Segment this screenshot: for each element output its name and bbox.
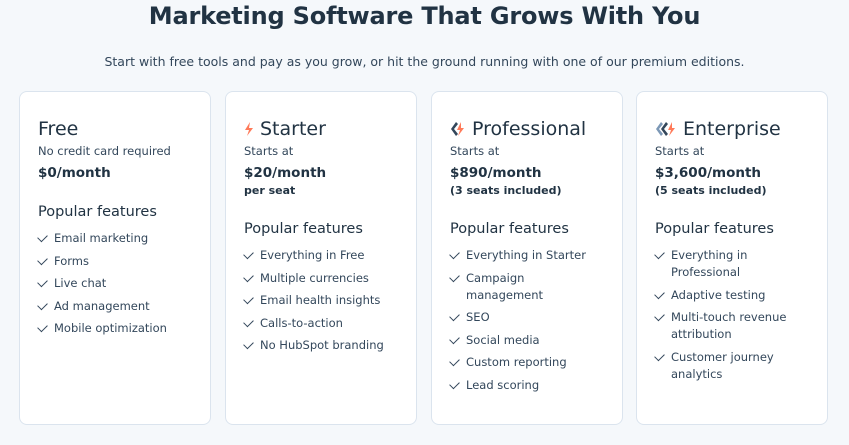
plan-subtext: No credit card required: [38, 144, 171, 158]
feature-text: Mobile optimization: [54, 321, 167, 335]
plan-card-free: Free No credit card required $0/month Po…: [19, 91, 211, 425]
check-icon: [654, 350, 665, 361]
plan-price: $20/month: [244, 165, 327, 181]
plan-name-text: Starter: [260, 118, 326, 140]
page-subtitle: Start with free tools and pay as you gro…: [104, 54, 745, 69]
plan-subtext: Starts at: [450, 144, 500, 158]
features-title: Popular features: [38, 204, 157, 220]
plan-card-enterprise: Enterprise Starts at $3,600/month (5 sea…: [636, 91, 828, 425]
feature-text: Adaptive testing: [671, 287, 766, 302]
check-icon: [243, 338, 254, 350]
check-icon: [449, 271, 460, 282]
check-icon: [449, 248, 460, 260]
feature-item: No HubSpot branding: [243, 337, 398, 354]
sprocket-single-icon: [245, 122, 253, 136]
feature-item: Email health insights: [243, 292, 398, 309]
check-icon: [243, 316, 254, 327]
plan-subtext: Starts at: [655, 144, 705, 158]
feature-item: Social media: [449, 332, 604, 349]
feature-text: Multiple currencies: [260, 270, 369, 285]
plan-note: (5 seats included): [655, 184, 767, 197]
feature-text: Everything in Free: [260, 248, 365, 262]
plan-name: Starter: [244, 116, 398, 142]
plan-card-professional: Professional Starts at $890/month (3 sea…: [431, 91, 623, 425]
features-title: Popular features: [450, 221, 569, 237]
feature-text: Email marketing: [54, 231, 149, 245]
feature-item: Email marketing: [37, 230, 192, 247]
feature-text: Everything in Starter: [466, 248, 586, 262]
plan-card-starter: Starter Starts at $20/month per seat Pop…: [225, 91, 417, 425]
feature-text: Calls-to-action: [260, 315, 343, 330]
check-icon: [37, 299, 48, 310]
feature-text: Social media: [466, 332, 540, 347]
feature-item: Campaign management: [449, 270, 604, 304]
feature-item: Ad management: [37, 298, 192, 315]
feature-text: Live chat: [54, 276, 107, 290]
feature-item: Forms: [37, 253, 192, 270]
check-icon: [37, 254, 48, 265]
plan-name: Free: [38, 116, 192, 142]
feature-list: Everything in Starter Campaign management…: [449, 247, 604, 394]
features-title: Popular features: [655, 221, 774, 237]
feature-item: Lead scoring: [449, 377, 604, 394]
check-icon: [654, 248, 665, 260]
check-icon: [449, 333, 460, 344]
check-icon: [243, 293, 254, 305]
check-icon: [654, 310, 665, 322]
check-icon: [449, 355, 460, 367]
feature-text: Lead scoring: [466, 377, 540, 392]
feature-text: SEO: [466, 310, 490, 324]
sprocket-double-icon: [451, 122, 464, 136]
feature-item: Multi-touch revenue attribution: [654, 309, 809, 343]
feature-text: Custom reporting: [466, 355, 567, 369]
plan-name-text: Enterprise: [683, 118, 781, 140]
feature-text: No HubSpot branding: [260, 338, 384, 352]
plan-subtext: Starts at: [244, 144, 294, 158]
feature-text: Ad management: [54, 298, 150, 313]
plan-note: per seat: [244, 184, 296, 197]
plan-name: Professional: [450, 116, 604, 142]
plan-name-text: Professional: [472, 118, 587, 140]
page-title: Marketing Software That Grows With You: [148, 2, 701, 30]
feature-item: Mobile optimization: [37, 320, 192, 337]
sprocket-triple-icon: [656, 122, 675, 136]
plan-name: Enterprise: [655, 116, 809, 142]
feature-item: SEO: [449, 309, 604, 326]
check-icon: [449, 310, 460, 322]
feature-text: Forms: [54, 253, 89, 268]
feature-item: Calls-to-action: [243, 315, 398, 332]
check-icon: [37, 321, 48, 333]
feature-item: Everything in Starter: [449, 247, 604, 264]
feature-list: Email marketing Forms Live chat Ad manageme…: [37, 230, 192, 337]
feature-item: Everything in Professional: [654, 247, 809, 281]
feature-text: Everything in Professional: [671, 248, 748, 279]
plan-price: $3,600/month: [655, 165, 762, 181]
plan-price: $0/month: [38, 165, 111, 181]
feature-text: Multi-touch revenue attribution: [671, 310, 787, 341]
feature-item: Everything in Free: [243, 247, 398, 264]
feature-item: Adaptive testing: [654, 287, 809, 304]
check-icon: [37, 231, 48, 243]
check-icon: [37, 276, 48, 288]
features-title: Popular features: [244, 221, 363, 237]
plan-note: (3 seats included): [450, 184, 562, 197]
check-icon: [243, 248, 254, 260]
feature-item: Multiple currencies: [243, 270, 398, 287]
feature-text: Email health insights: [260, 293, 381, 307]
feature-text: Campaign management: [466, 270, 544, 302]
feature-text: Customer journey analytics: [671, 349, 774, 381]
feature-item: Custom reporting: [449, 354, 604, 371]
plan-price: $890/month: [450, 165, 542, 181]
check-icon: [654, 288, 665, 299]
plan-name-text: Free: [38, 118, 79, 140]
feature-item: Customer journey analytics: [654, 349, 809, 383]
feature-list: Everything in Professional Adaptive testi…: [654, 247, 809, 383]
check-icon: [243, 271, 254, 282]
check-icon: [449, 378, 460, 389]
feature-list: Everything in Free Multiple currencies Ema…: [243, 247, 398, 354]
feature-item: Live chat: [37, 275, 192, 292]
